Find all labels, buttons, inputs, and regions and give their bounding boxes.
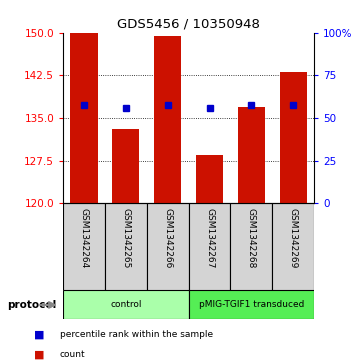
Bar [279,73,307,203]
Bar [63,203,105,290]
Text: GSM1342266: GSM1342266 [163,208,172,268]
Text: GSM1342264: GSM1342264 [79,208,88,268]
Title: GDS5456 / 10350948: GDS5456 / 10350948 [117,17,260,30]
Bar [105,203,147,290]
Bar [230,203,272,290]
Bar [154,36,181,203]
Text: ■: ■ [34,349,45,359]
Text: ■: ■ [34,329,45,339]
Text: pMIG-TGIF1 transduced: pMIG-TGIF1 transduced [199,301,304,309]
Text: count: count [60,350,85,359]
Text: percentile rank within the sample: percentile rank within the sample [60,330,213,339]
Text: GSM1342265: GSM1342265 [121,208,130,268]
Bar [112,129,139,203]
Bar [70,33,98,203]
Text: protocol: protocol [7,300,56,310]
Bar [272,203,314,290]
Text: GSM1342269: GSM1342269 [289,208,298,268]
Bar [188,203,230,290]
Bar [188,290,314,319]
Text: GSM1342267: GSM1342267 [205,208,214,268]
Text: GSM1342268: GSM1342268 [247,208,256,268]
Bar [196,155,223,203]
Bar [63,290,188,319]
Text: control: control [110,301,142,309]
Bar [147,203,188,290]
Bar [238,107,265,203]
